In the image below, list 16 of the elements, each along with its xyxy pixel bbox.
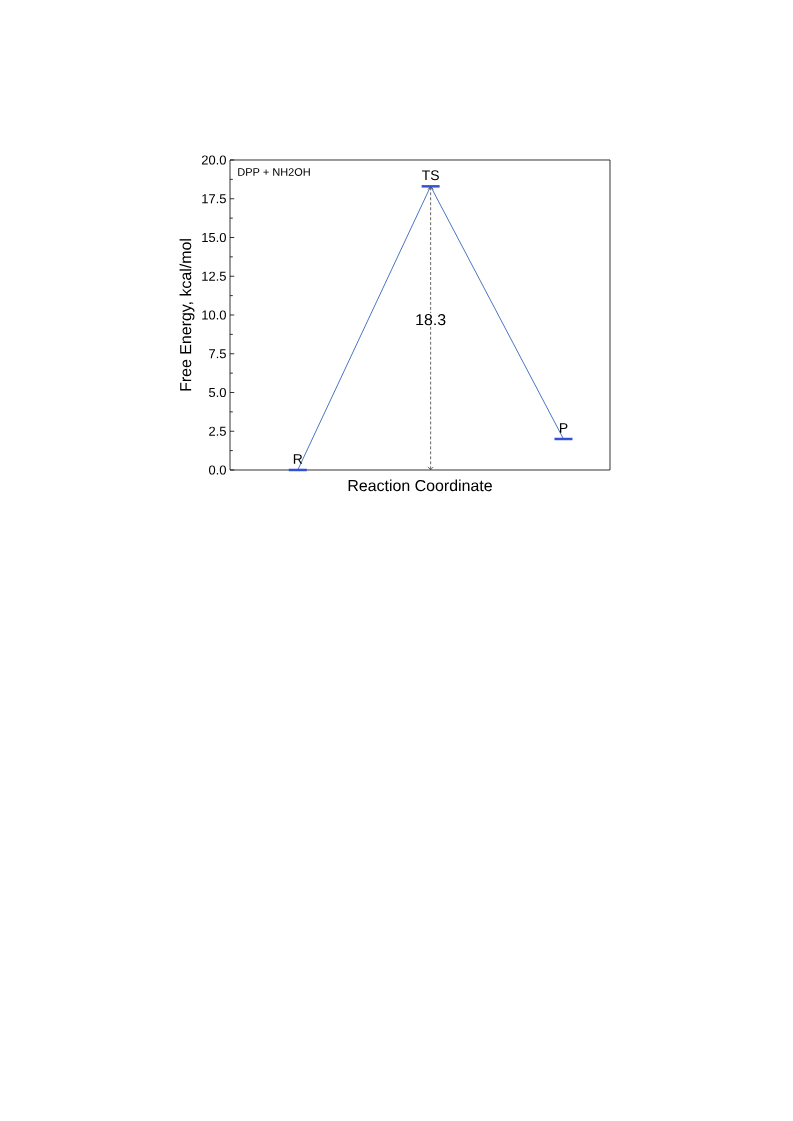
annotation: 18.3 bbox=[416, 314, 446, 326]
y-tick-label: 7.5 bbox=[209, 349, 226, 359]
y-tick-label: 5.0 bbox=[208, 387, 226, 398]
text: DPP + NH2OH bbox=[238, 168, 310, 176]
y-tick-label: 17.5 bbox=[202, 194, 226, 204]
y-tick-label: 15.0 bbox=[202, 232, 226, 243]
annotation: P bbox=[559, 423, 568, 433]
x-axis-title: Reaction Coordinate bbox=[348, 479, 492, 492]
annotation: R bbox=[293, 454, 303, 464]
y-axis-title: Free Energy, kcal/mol bbox=[179, 239, 195, 391]
y-tick-label: 10.0 bbox=[202, 310, 226, 320]
y-tick-label: 20.0 bbox=[201, 155, 226, 165]
annotation: TS bbox=[422, 170, 439, 181]
y-tick-label: 12.5 bbox=[202, 271, 226, 281]
y-tick-label: 0.0 bbox=[208, 465, 226, 475]
y-tick-label: 2.5 bbox=[209, 426, 226, 436]
